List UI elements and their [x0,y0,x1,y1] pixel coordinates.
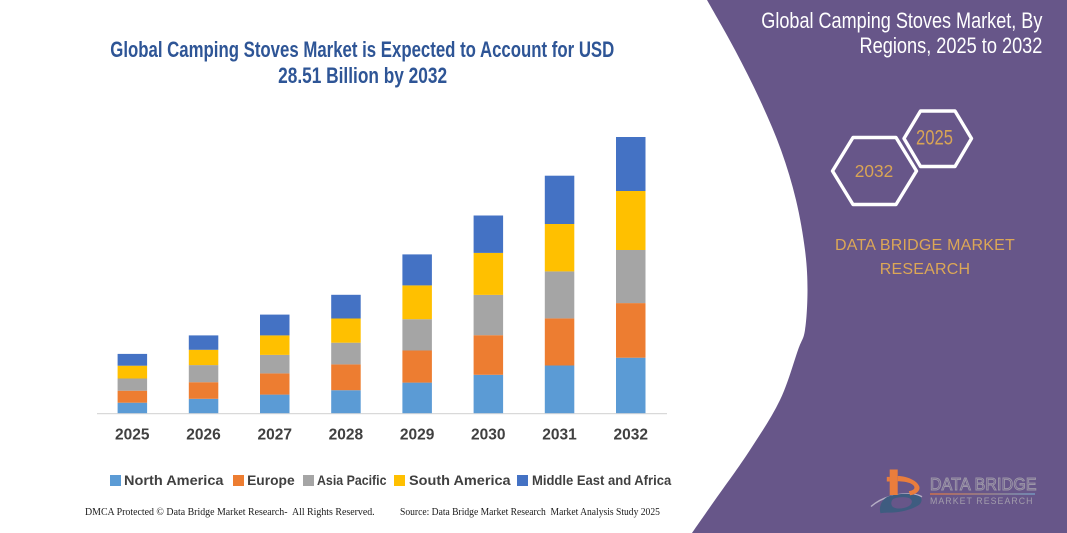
svg-text:2028: 2028 [329,427,364,444]
svg-text:2030: 2030 [471,427,505,444]
svg-text:2025: 2025 [115,427,150,444]
svg-text:2031: 2031 [542,427,577,444]
svg-text:2025: 2025 [916,126,953,149]
svg-text:2026: 2026 [186,427,221,444]
svg-text:2027: 2027 [257,427,291,444]
svg-text:2032: 2032 [613,427,647,444]
svg-text:2032: 2032 [855,161,894,181]
svg-text:2029: 2029 [400,427,435,444]
